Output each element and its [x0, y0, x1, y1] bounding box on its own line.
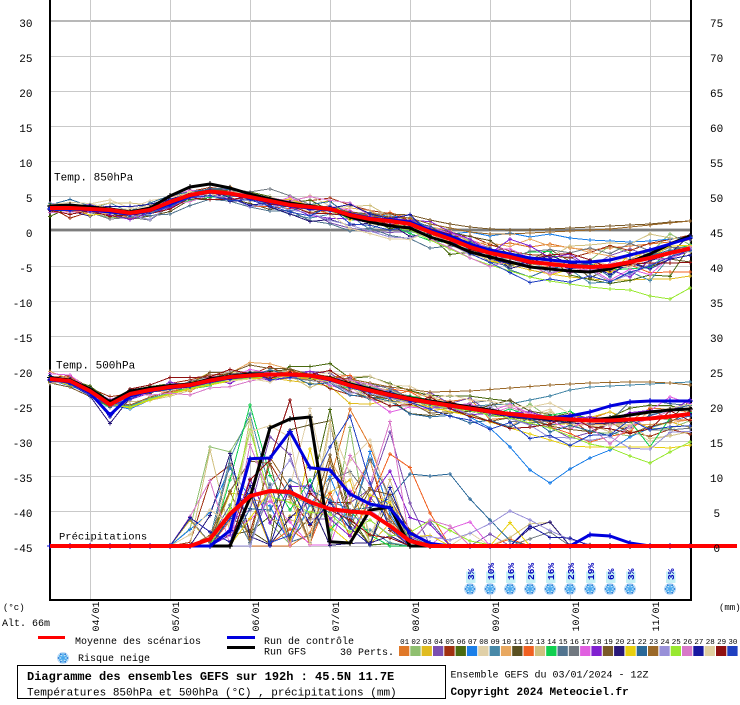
svg-text:04: 04: [434, 639, 444, 647]
svg-text:29: 29: [717, 639, 726, 647]
svg-text:Run de contrôle: Run de contrôle: [264, 636, 354, 648]
svg-text:55: 55: [710, 159, 723, 171]
svg-text:24: 24: [660, 639, 670, 647]
svg-text:07/01: 07/01: [331, 601, 343, 631]
svg-text:Temp. 500hPa: Temp. 500hPa: [56, 361, 136, 373]
svg-text:16%: 16%: [506, 563, 517, 580]
svg-text:04/01: 04/01: [91, 601, 103, 631]
svg-text:Temp. 850hPa: Temp. 850hPa: [54, 173, 134, 185]
svg-text:16%: 16%: [546, 563, 557, 580]
svg-text:3%: 3%: [466, 568, 477, 580]
svg-text:10%: 10%: [486, 563, 497, 580]
svg-text:22: 22: [638, 639, 647, 647]
svg-text:20: 20: [615, 639, 625, 647]
svg-text:18: 18: [592, 639, 601, 647]
svg-text:23: 23: [649, 639, 659, 647]
svg-text:40: 40: [710, 264, 723, 276]
svg-text:16: 16: [570, 639, 580, 647]
svg-text:02: 02: [411, 639, 420, 647]
svg-text:05/01: 05/01: [171, 601, 183, 631]
svg-text:Précipitations: Précipitations: [59, 532, 147, 544]
svg-text:01: 01: [400, 639, 410, 647]
svg-text:0: 0: [714, 544, 721, 556]
svg-text:25: 25: [19, 54, 32, 66]
svg-text:08: 08: [479, 639, 488, 647]
svg-text:10: 10: [19, 159, 32, 171]
svg-text:-25: -25: [13, 404, 33, 416]
svg-text:6%: 6%: [606, 568, 617, 580]
svg-text:Alt. 66m: Alt. 66m: [2, 618, 50, 630]
svg-text:75: 75: [710, 19, 723, 31]
svg-text:26%: 26%: [526, 563, 537, 580]
svg-text:30: 30: [19, 19, 32, 31]
svg-text:Diagramme des ensembles GEFS s: Diagramme des ensembles GEFS sur 192h : …: [27, 670, 394, 684]
svg-text:30: 30: [728, 639, 738, 647]
svg-text:Ensemble GEFS du 03/01/2024 -: Ensemble GEFS du 03/01/2024 - 12Z: [451, 670, 649, 682]
svg-text:10/01: 10/01: [571, 601, 583, 631]
svg-text:25: 25: [672, 639, 682, 647]
svg-text:08/01: 08/01: [411, 601, 423, 631]
svg-text:-45: -45: [13, 544, 33, 556]
svg-text:20: 20: [710, 404, 723, 416]
svg-text:Risque neige: Risque neige: [78, 653, 150, 665]
svg-text:-35: -35: [13, 474, 33, 486]
svg-text:Températures 850hPa et 500hPa: Températures 850hPa et 500hPa (°C) , pré…: [27, 688, 397, 700]
svg-text:11: 11: [513, 639, 523, 647]
svg-text:09: 09: [491, 639, 500, 647]
svg-text:70: 70: [710, 54, 723, 66]
svg-text:3%: 3%: [666, 568, 677, 580]
svg-text:10: 10: [710, 474, 723, 486]
svg-text:60: 60: [710, 124, 723, 136]
svg-text:28: 28: [706, 639, 715, 647]
svg-text:(mm): (mm): [719, 603, 740, 613]
svg-text:Copyright 2024 Meteociel.fr: Copyright 2024 Meteociel.fr: [451, 687, 629, 699]
svg-text:15: 15: [19, 124, 32, 136]
svg-text:Run GFS: Run GFS: [264, 648, 306, 659]
svg-text:50: 50: [710, 194, 723, 206]
svg-text:03: 03: [423, 639, 433, 647]
svg-text:5: 5: [714, 509, 721, 521]
svg-text:5: 5: [26, 194, 33, 206]
svg-text:26: 26: [683, 639, 693, 647]
svg-text:15: 15: [559, 639, 569, 647]
svg-text:25: 25: [710, 369, 723, 381]
svg-text:27: 27: [694, 639, 703, 647]
svg-text:06/01: 06/01: [251, 601, 263, 631]
svg-text:-30: -30: [13, 439, 33, 451]
svg-text:09/01: 09/01: [491, 601, 503, 631]
svg-text:07: 07: [468, 639, 477, 647]
svg-text:11/01: 11/01: [651, 601, 663, 631]
svg-text:35: 35: [710, 299, 723, 311]
svg-text:-20: -20: [13, 369, 33, 381]
svg-text:06: 06: [457, 639, 467, 647]
svg-text:30: 30: [710, 334, 723, 346]
svg-text:19%: 19%: [586, 563, 597, 580]
svg-text:20: 20: [19, 89, 32, 101]
svg-text:65: 65: [710, 89, 723, 101]
svg-text:21: 21: [626, 639, 636, 647]
svg-text:-5: -5: [19, 264, 32, 276]
svg-text:23%: 23%: [566, 563, 577, 580]
svg-text:30 Perts.: 30 Perts.: [340, 648, 394, 659]
svg-text:13: 13: [536, 639, 546, 647]
svg-text:45: 45: [710, 229, 723, 241]
svg-text:14: 14: [547, 639, 557, 647]
svg-text:(°c): (°c): [3, 603, 25, 613]
svg-text:12: 12: [525, 639, 534, 647]
svg-text:19: 19: [604, 639, 613, 647]
svg-text:05: 05: [445, 639, 455, 647]
svg-text:0: 0: [26, 229, 33, 241]
svg-text:-10: -10: [13, 299, 33, 311]
svg-text:15: 15: [710, 439, 723, 451]
svg-text:Moyenne des scénarios: Moyenne des scénarios: [75, 636, 201, 648]
svg-text:10: 10: [502, 639, 512, 647]
svg-text:3%: 3%: [626, 568, 637, 580]
svg-text:-40: -40: [13, 509, 33, 521]
svg-text:17: 17: [581, 639, 590, 647]
svg-text:-15: -15: [13, 334, 33, 346]
